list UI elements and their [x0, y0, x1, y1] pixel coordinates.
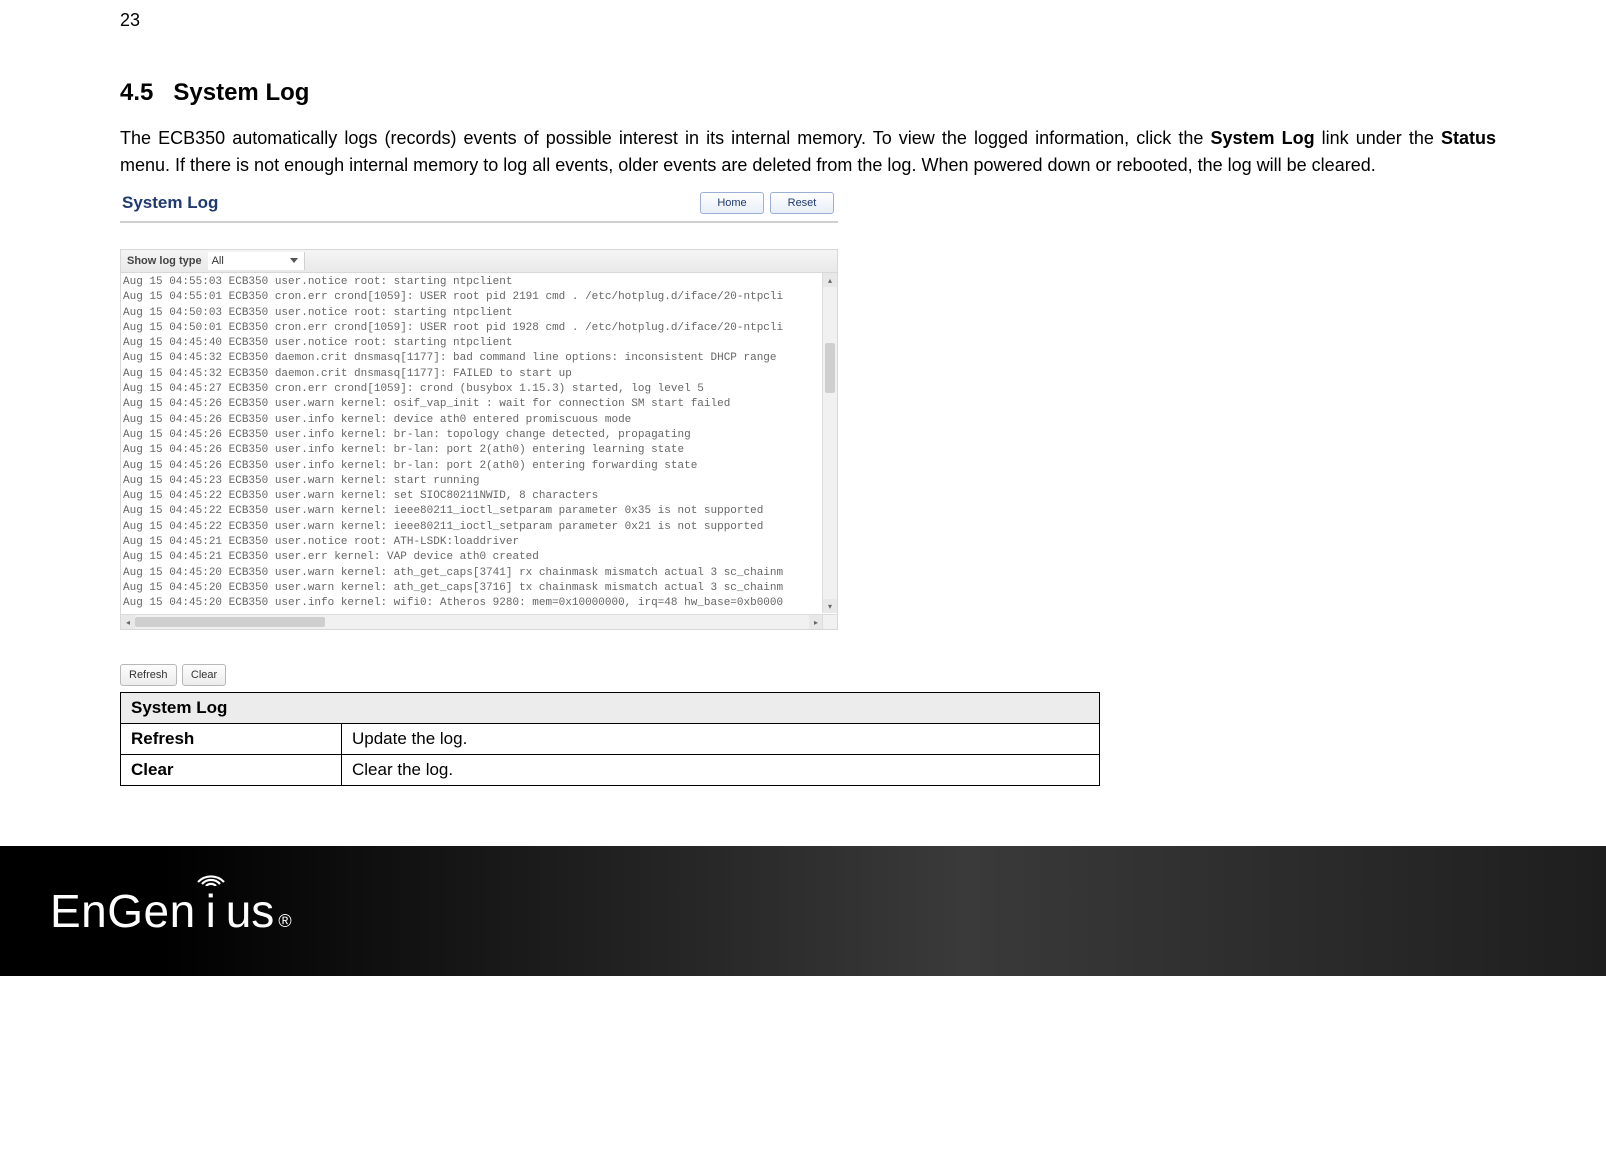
section-heading: 4.5 System Log [120, 79, 1496, 107]
scroll-right-icon[interactable]: ▸ [809, 615, 823, 629]
intro-text-1: The ECB350 automatically logs (records) … [120, 128, 1210, 148]
brand-wifi-i: i [196, 884, 226, 938]
brand-text-engen: EnGen [50, 884, 196, 938]
log-output-box: Aug 15 04:55:03 ECB350 user.notice root:… [120, 273, 838, 630]
table-value: Update the log. [342, 724, 1100, 755]
section-number: 4.5 [120, 79, 153, 106]
log-type-selected: All [212, 255, 224, 267]
log-type-select[interactable]: All [208, 252, 305, 270]
screenshot-title: System Log [122, 193, 694, 213]
scroll-down-icon[interactable]: ▾ [823, 599, 837, 613]
footer: EnGen i us ® [0, 846, 1606, 976]
intro-text-2: link under the [1322, 128, 1441, 148]
section-title: System Log [173, 79, 309, 106]
intro-text-3: menu. If there is not enough internal me… [120, 155, 1376, 175]
table-row: Clear Clear the log. [121, 755, 1100, 786]
intro-bold-status: Status [1441, 128, 1496, 148]
table-header: System Log [121, 693, 1100, 724]
system-log-screenshot: System Log Home Reset Show log type All … [120, 187, 838, 686]
intro-paragraph: The ECB350 automatically logs (records) … [120, 125, 1496, 179]
brand-letter-i: i [206, 885, 216, 937]
filter-label: Show log type [121, 255, 208, 267]
registered-icon: ® [278, 911, 291, 932]
brand-logo: EnGen i us ® [50, 884, 292, 938]
wifi-icon [194, 864, 228, 886]
screenshot-header: System Log Home Reset [120, 187, 838, 223]
table-value: Clear the log. [342, 755, 1100, 786]
page-number: 23 [120, 10, 1496, 31]
reset-button[interactable]: Reset [770, 192, 834, 214]
chevron-down-icon [290, 258, 298, 263]
scroll-corner [822, 614, 837, 629]
log-lines: Aug 15 04:55:03 ECB350 user.notice root:… [121, 273, 837, 612]
filter-bar: Show log type All [120, 249, 838, 273]
refresh-button[interactable]: Refresh [120, 664, 177, 686]
intro-bold-system-log: System Log [1210, 128, 1314, 148]
description-table: System Log Refresh Update the log. Clear… [120, 692, 1100, 786]
scroll-up-icon[interactable]: ▴ [823, 273, 837, 287]
brand-text-us: us [226, 884, 275, 938]
home-button[interactable]: Home [700, 192, 764, 214]
clear-button[interactable]: Clear [182, 664, 226, 686]
table-key: Refresh [121, 724, 342, 755]
horizontal-scrollbar[interactable]: ◂ ▸ [121, 614, 823, 629]
horizontal-scroll-thumb[interactable] [135, 617, 325, 627]
table-header-row: System Log [121, 693, 1100, 724]
vertical-scrollbar[interactable]: ▴ ▾ [822, 273, 837, 613]
vertical-scroll-thumb[interactable] [825, 343, 835, 393]
scroll-left-icon[interactable]: ◂ [121, 615, 135, 629]
table-row: Refresh Update the log. [121, 724, 1100, 755]
action-row: Refresh Clear [120, 664, 838, 686]
table-key: Clear [121, 755, 342, 786]
